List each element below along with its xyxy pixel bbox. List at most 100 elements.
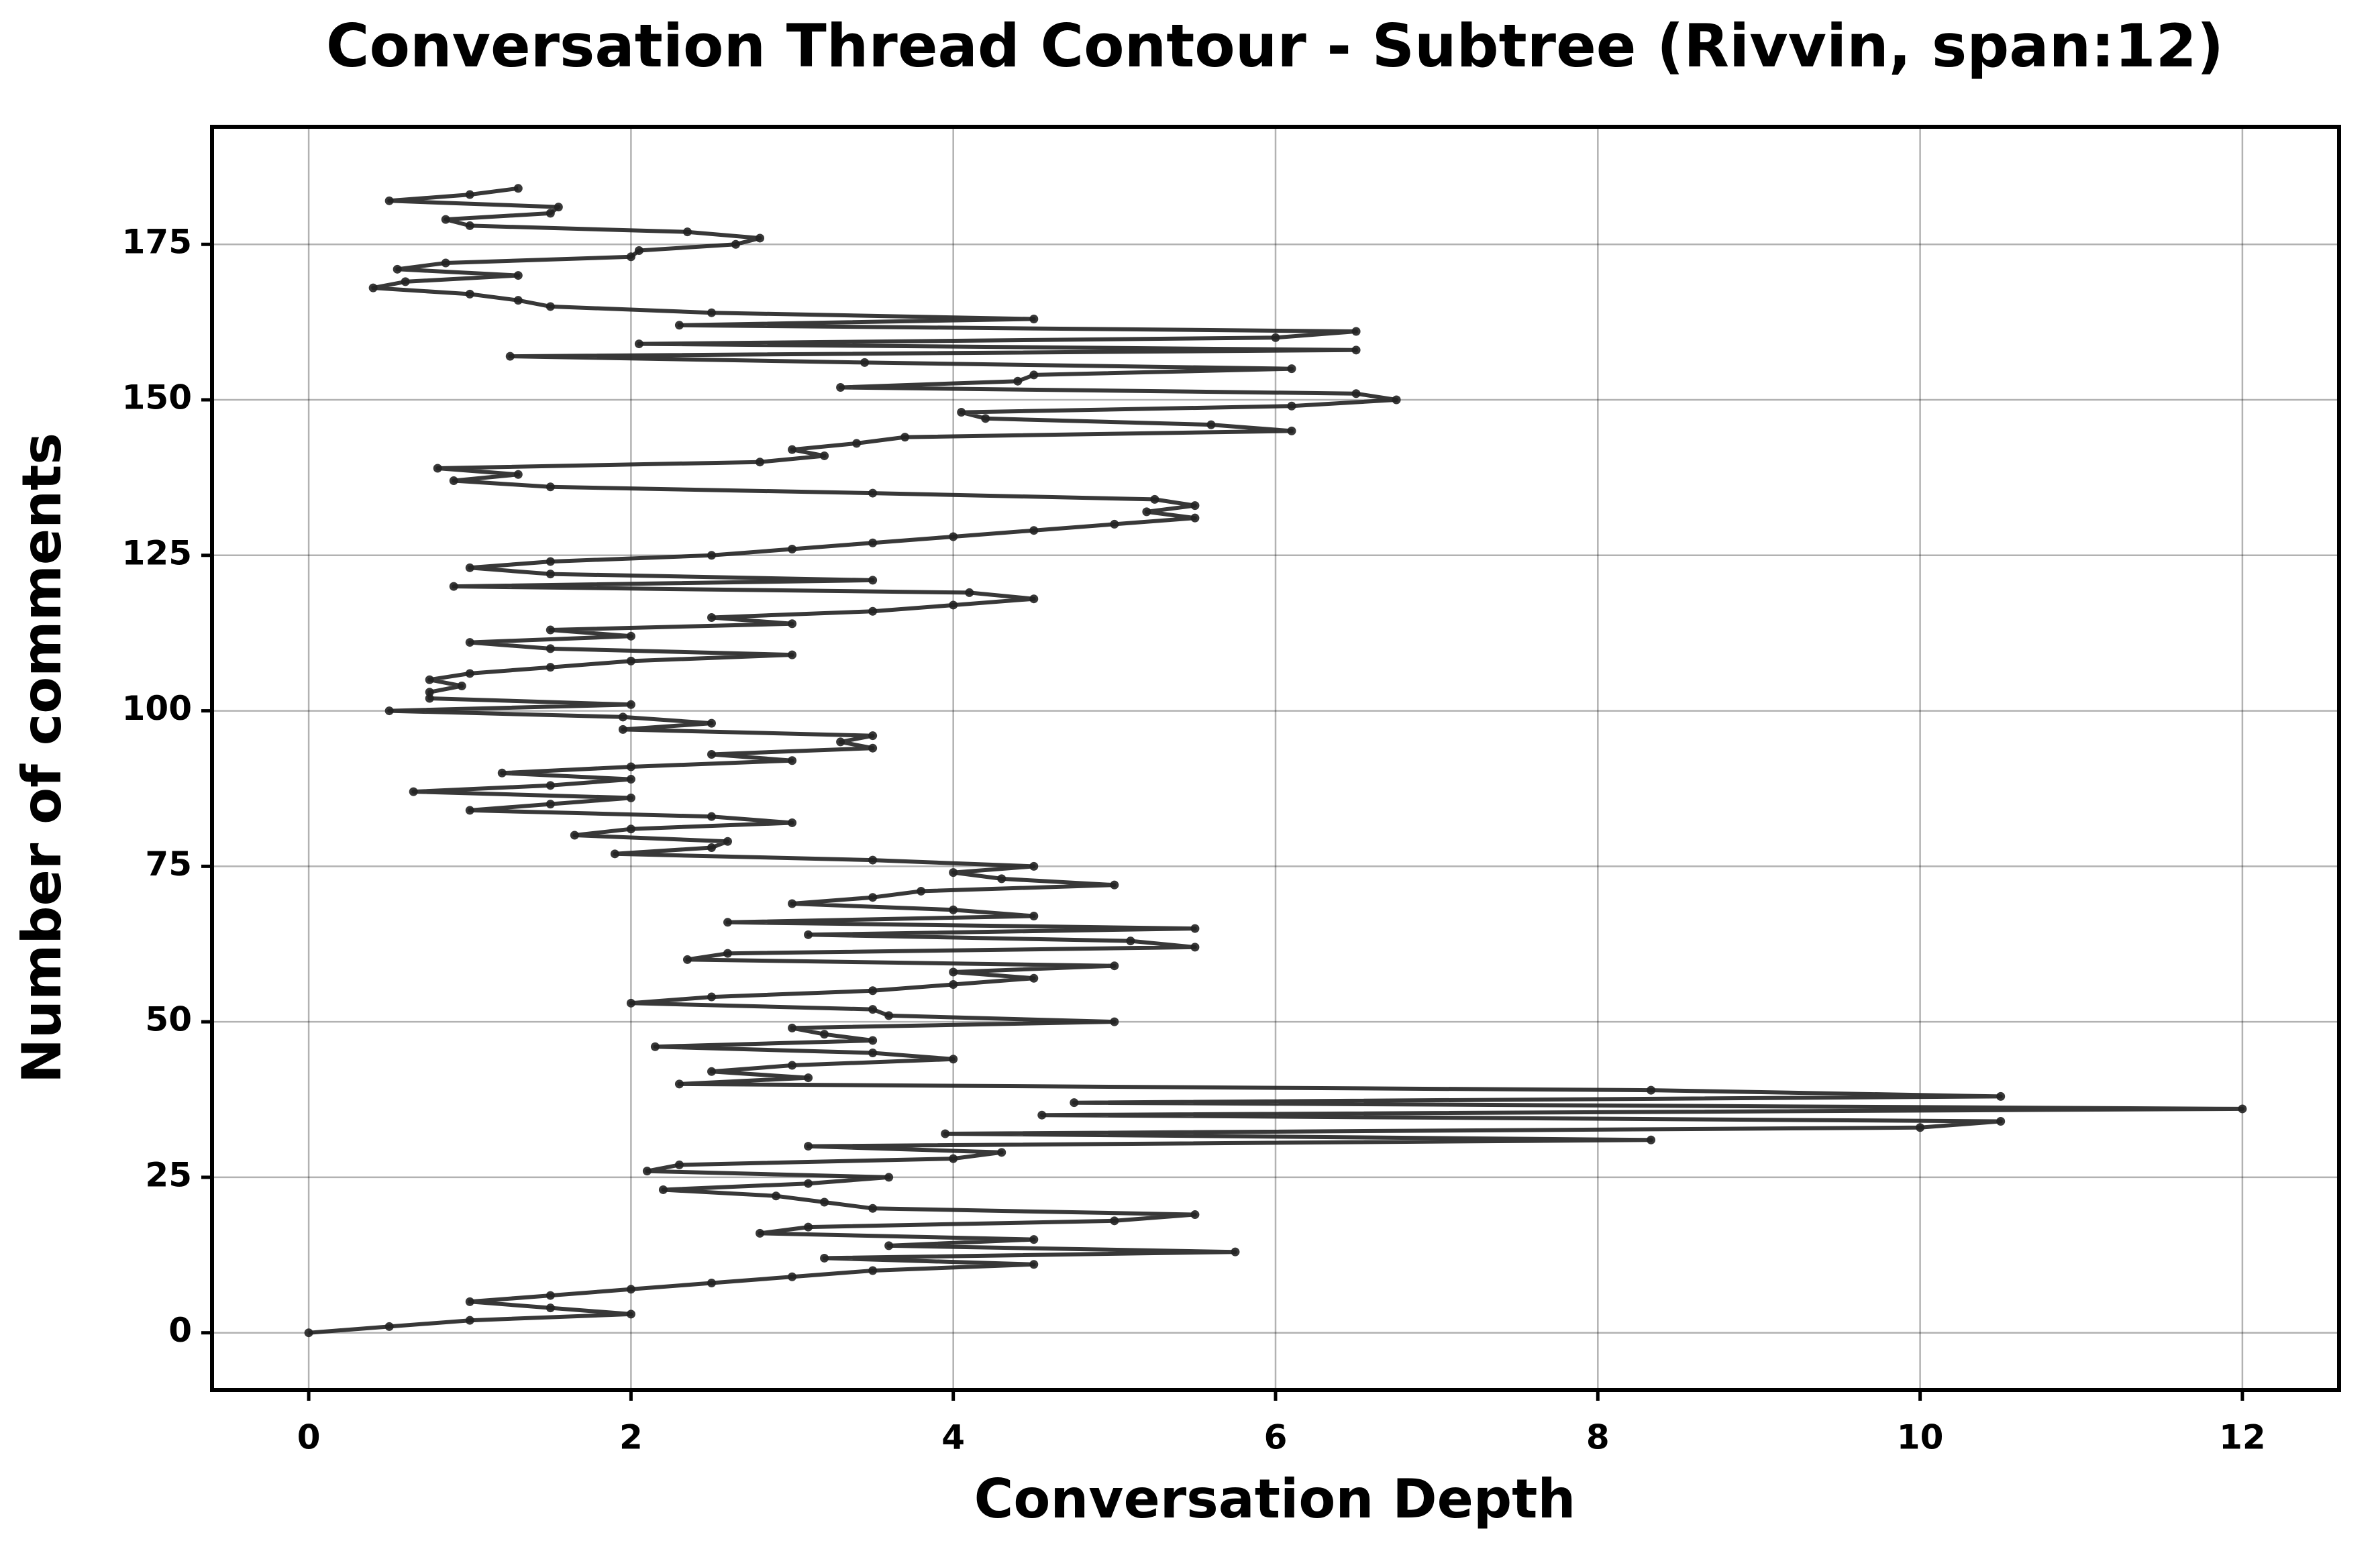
data-point xyxy=(384,1322,394,1331)
data-point xyxy=(707,749,716,759)
data-point xyxy=(409,787,418,796)
data-point xyxy=(513,184,523,193)
data-point xyxy=(1647,1135,1656,1144)
data-point xyxy=(997,1148,1006,1157)
data-point xyxy=(723,837,732,846)
data-point xyxy=(674,321,684,330)
data-point xyxy=(756,233,765,243)
data-point xyxy=(1110,519,1119,529)
data-point xyxy=(1190,1210,1200,1220)
data-point xyxy=(788,650,797,659)
data-point xyxy=(868,1204,878,1213)
data-point xyxy=(513,470,523,479)
data-point xyxy=(1351,327,1361,336)
x-tick-label: 2 xyxy=(619,1418,643,1457)
data-point xyxy=(1150,494,1159,504)
data-point xyxy=(546,625,555,635)
data-point xyxy=(1996,1091,2006,1101)
data-point xyxy=(788,545,797,554)
data-point xyxy=(868,1266,878,1275)
data-point xyxy=(1287,401,1296,411)
data-point xyxy=(465,669,474,678)
data-point xyxy=(1110,1216,1119,1226)
data-point xyxy=(788,619,797,629)
data-point xyxy=(1110,1017,1119,1026)
data-point xyxy=(788,818,797,827)
data-point xyxy=(949,532,958,541)
y-tick-label: 125 xyxy=(122,533,192,572)
data-point xyxy=(707,308,716,317)
data-point xyxy=(868,743,878,753)
data-point xyxy=(804,1179,813,1188)
data-point xyxy=(304,1328,313,1338)
data-point xyxy=(949,600,958,610)
y-tick-label: 175 xyxy=(122,223,192,262)
data-point xyxy=(682,227,692,237)
data-point xyxy=(731,239,740,249)
data-point xyxy=(756,458,765,467)
data-point xyxy=(682,955,692,964)
grid xyxy=(212,127,2339,1390)
data-point xyxy=(368,283,378,292)
data-point xyxy=(820,451,829,460)
data-point xyxy=(546,644,555,653)
data-point xyxy=(626,824,635,834)
data-point xyxy=(868,1005,878,1014)
data-point xyxy=(1392,395,1401,405)
data-point xyxy=(1996,1116,2006,1126)
data-point xyxy=(997,874,1006,884)
data-point xyxy=(884,1011,894,1020)
data-point xyxy=(441,215,450,224)
data-point xyxy=(868,1048,878,1057)
data-point xyxy=(465,1316,474,1325)
data-point xyxy=(401,277,410,286)
data-point xyxy=(546,570,555,579)
data-point xyxy=(1013,376,1023,386)
data-point xyxy=(513,271,523,280)
y-tick-label: 25 xyxy=(145,1155,192,1194)
data-point xyxy=(860,358,870,367)
data-point xyxy=(804,1073,813,1083)
data-point xyxy=(626,762,635,771)
data-point xyxy=(949,905,958,914)
data-point xyxy=(626,998,635,1008)
data-point xyxy=(626,1310,635,1319)
data-point xyxy=(425,688,434,697)
data-point xyxy=(788,445,797,454)
data-point xyxy=(1647,1085,1656,1095)
data-point xyxy=(465,806,474,815)
data-point xyxy=(465,638,474,647)
data-point xyxy=(497,768,507,778)
data-point xyxy=(1206,420,1216,429)
data-point xyxy=(804,1222,813,1232)
data-point xyxy=(465,190,474,199)
data-point xyxy=(1287,426,1296,435)
data-point xyxy=(707,992,716,1002)
data-point xyxy=(949,967,958,977)
x-tick-label: 0 xyxy=(297,1418,321,1457)
data-point xyxy=(465,1297,474,1306)
data-point xyxy=(836,737,845,747)
data-point xyxy=(707,613,716,623)
data-point xyxy=(1142,507,1151,517)
data-point xyxy=(384,196,394,205)
data-point xyxy=(618,725,627,734)
data-point xyxy=(1190,943,1200,952)
data-point xyxy=(626,700,635,709)
data-point xyxy=(868,606,878,616)
data-point xyxy=(1231,1247,1240,1257)
data-point xyxy=(1029,594,1039,604)
data-point xyxy=(836,382,845,392)
data-point xyxy=(1126,937,1135,946)
data-point xyxy=(546,482,555,492)
data-point xyxy=(884,1241,894,1250)
data-point xyxy=(546,302,555,311)
x-axis-label: Conversation Depth xyxy=(974,1468,1576,1530)
data-point xyxy=(1029,973,1039,983)
data-point xyxy=(1029,1235,1039,1244)
data-point xyxy=(1190,501,1200,511)
data-point xyxy=(707,718,716,728)
data-point xyxy=(1351,389,1361,398)
